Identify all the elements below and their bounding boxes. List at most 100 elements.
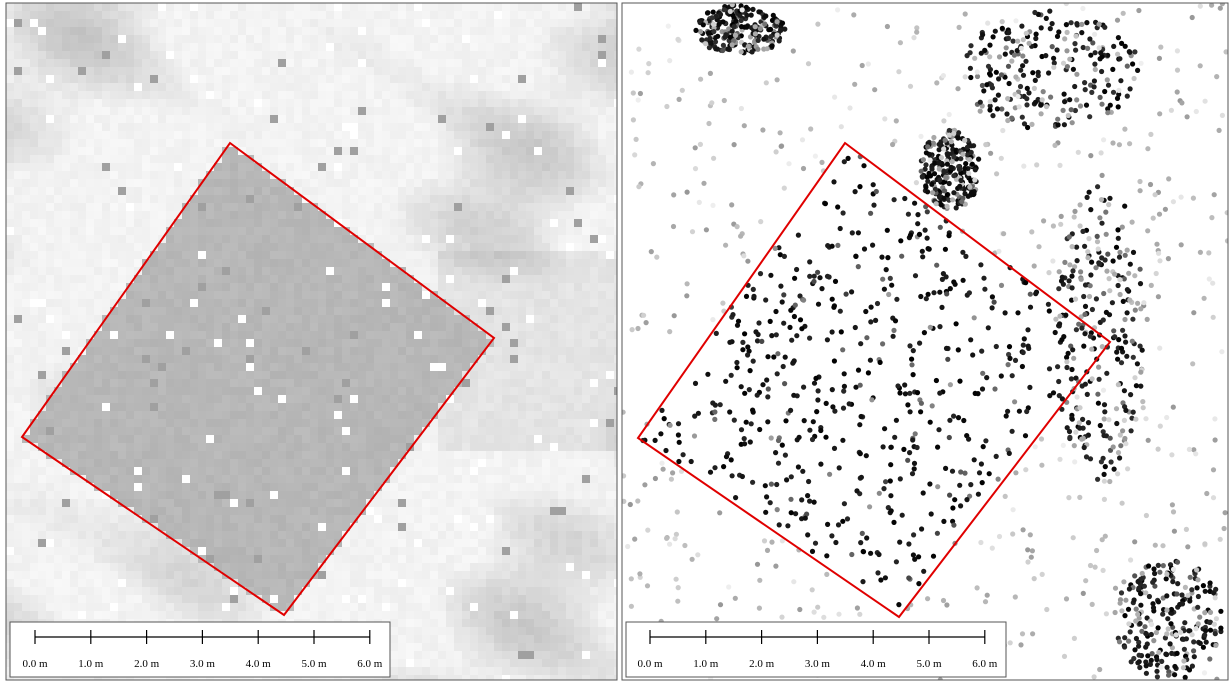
raster-cell <box>182 419 190 427</box>
raster-cell <box>470 43 478 51</box>
raster-cell <box>230 435 238 443</box>
raster-cell <box>6 139 14 147</box>
raster-cell <box>542 315 550 323</box>
raster-cell <box>518 115 526 123</box>
raster-cell <box>70 435 78 443</box>
raster-cell <box>70 283 78 291</box>
raster-cell <box>246 107 254 115</box>
raster-cell <box>614 331 622 339</box>
raster-cell <box>350 331 358 339</box>
raster-cell <box>550 427 558 435</box>
raster-cell <box>302 323 310 331</box>
raster-cell <box>382 203 390 211</box>
raster-cell <box>214 467 222 475</box>
raster-cell <box>142 363 150 371</box>
raster-cell <box>326 283 334 291</box>
raster-cell <box>126 451 134 459</box>
raster-cell <box>398 83 406 91</box>
raster-cell <box>302 27 310 35</box>
raster-cell <box>494 395 502 403</box>
raster-cell <box>70 171 78 179</box>
raster-cell <box>358 419 366 427</box>
raster-cell <box>558 387 566 395</box>
raster-cell <box>118 419 126 427</box>
raster-cell <box>398 331 406 339</box>
raster-cell <box>14 379 22 387</box>
raster-cell <box>614 259 622 267</box>
raster-cell <box>582 299 590 307</box>
raster-cell <box>14 211 22 219</box>
raster-cell <box>70 123 78 131</box>
raster-cell <box>278 459 286 467</box>
raster-cell <box>14 219 22 227</box>
raster-cell <box>6 427 14 435</box>
raster-cell <box>454 363 462 371</box>
raster-cell <box>534 451 542 459</box>
raster-cell <box>510 411 518 419</box>
raster-cell <box>158 211 166 219</box>
raster-cell <box>270 155 278 163</box>
raster-cell <box>62 211 70 219</box>
raster-cell <box>294 323 302 331</box>
raster-cell <box>358 371 366 379</box>
raster-cell <box>606 507 614 515</box>
raster-cell <box>542 475 550 483</box>
raster-cell <box>126 147 134 155</box>
raster-cell <box>126 435 134 443</box>
raster-cell <box>254 323 262 331</box>
raster-cell <box>518 483 526 491</box>
raster-cell <box>270 227 278 235</box>
raster-cell <box>598 163 606 171</box>
raster-cell <box>510 43 518 51</box>
raster-cell <box>494 387 502 395</box>
raster-cell <box>574 3 582 11</box>
raster-cell <box>550 387 558 395</box>
raster-cell <box>542 163 550 171</box>
raster-cell <box>22 483 30 491</box>
raster-cell <box>334 131 342 139</box>
raster-cell <box>502 459 510 467</box>
raster-cell <box>6 307 14 315</box>
raster-cell <box>614 267 622 275</box>
raster-cell <box>190 459 198 467</box>
raster-cell <box>118 51 126 59</box>
raster-cell <box>614 147 622 155</box>
raster-cell <box>510 379 518 387</box>
raster-cell <box>182 155 190 163</box>
raster-cell <box>398 291 406 299</box>
raster-cell <box>86 59 94 67</box>
raster-cell <box>54 19 62 27</box>
raster-cell <box>230 27 238 35</box>
raster-cell <box>318 115 326 123</box>
raster-cell <box>150 443 158 451</box>
raster-cell <box>54 419 62 427</box>
raster-cell <box>422 259 430 267</box>
raster-cell <box>430 171 438 179</box>
raster-cell <box>278 483 286 491</box>
raster-cell <box>174 411 182 419</box>
raster-cell <box>598 195 606 203</box>
raster-cell <box>382 147 390 155</box>
raster-cell <box>366 107 374 115</box>
raster-cell <box>206 3 214 11</box>
raster-cell <box>574 483 582 491</box>
raster-cell <box>574 139 582 147</box>
raster-cell <box>246 3 254 11</box>
raster-cell <box>294 499 302 507</box>
raster-cell <box>294 115 302 123</box>
raster-cell <box>278 259 286 267</box>
raster-cell <box>182 227 190 235</box>
raster-cell <box>30 259 38 267</box>
raster-cell <box>54 259 62 267</box>
raster-cell <box>118 347 126 355</box>
raster-cell <box>222 443 230 451</box>
raster-cell <box>270 347 278 355</box>
raster-cell <box>102 3 110 11</box>
raster-cell <box>246 379 254 387</box>
raster-cell <box>14 179 22 187</box>
raster-cell <box>334 99 342 107</box>
raster-cell <box>534 179 542 187</box>
raster-cell <box>182 475 190 483</box>
raster-cell <box>166 123 174 131</box>
raster-cell <box>246 139 254 147</box>
